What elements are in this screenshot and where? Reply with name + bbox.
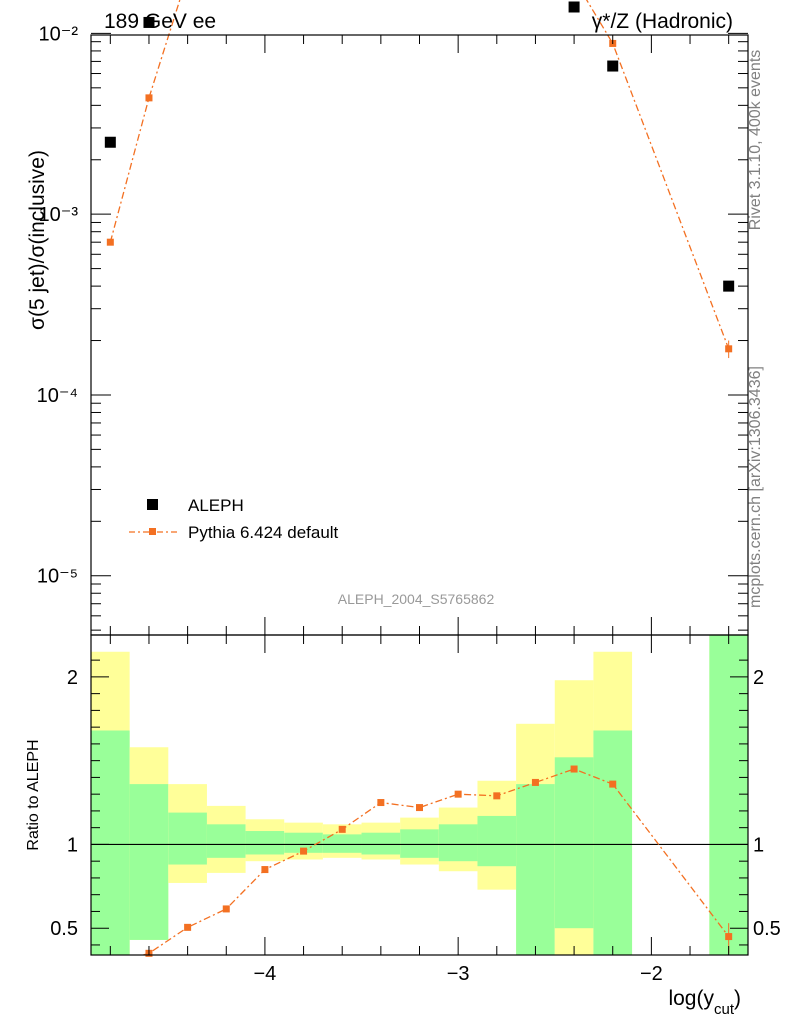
mc-point xyxy=(145,94,153,102)
main-frame xyxy=(90,34,749,636)
x-axis-title: log(ycut) xyxy=(668,987,741,1018)
legend-mc-label: Pythia 6.424 default xyxy=(188,523,339,542)
data-point xyxy=(104,136,116,148)
data-point xyxy=(607,60,619,72)
ratio-band-inner xyxy=(516,784,555,955)
ratio-band-inner xyxy=(206,824,246,858)
header-left: 189 GeV ee xyxy=(104,10,216,33)
legend-data-marker xyxy=(147,499,158,510)
legend-mc-marker xyxy=(149,528,156,535)
mc-point xyxy=(106,238,114,246)
ratio-y-tick-label-right: 2 xyxy=(753,667,764,689)
ratio-point xyxy=(531,778,539,786)
ratio-y-axis-title: Ratio to ALEPH xyxy=(25,739,42,850)
ratio-y-tick-label: 1 xyxy=(67,834,78,856)
ratio-frame xyxy=(90,634,749,956)
ratio-uncertainty-bands xyxy=(91,635,748,955)
legend-data-label: ALEPH xyxy=(188,496,244,515)
ratio-point xyxy=(338,825,346,833)
ratio-band-inner xyxy=(129,784,169,940)
ratio-point xyxy=(184,923,192,931)
main-y-tick-label: 10⁻³ xyxy=(39,204,79,226)
ratio-point xyxy=(570,765,578,773)
ratio-point xyxy=(377,799,385,807)
x-tick-label: −3 xyxy=(447,963,470,985)
mc-series-line xyxy=(109,0,730,350)
ratio-band-inner xyxy=(438,824,478,862)
ratio-point xyxy=(222,905,230,913)
analysis-id: ALEPH_2004_S5765862 xyxy=(338,591,495,607)
ratio-band-inner xyxy=(554,757,594,929)
main-y-tick-label: 10⁻⁵ xyxy=(37,566,78,588)
main-y-tick-label: 10⁻⁴ xyxy=(37,385,78,407)
ratio-band-inner xyxy=(168,812,207,865)
mcplots-label: mcplots.cern.ch [arXiv:1306.3436] xyxy=(747,366,764,608)
ratio-point xyxy=(416,804,423,812)
data-point xyxy=(568,1,580,13)
ratio-point xyxy=(493,792,501,800)
ratio-y-tick-label-right: 0.5 xyxy=(753,918,781,940)
ratio-y-tick-label: 0.5 xyxy=(50,918,78,940)
ratio-point xyxy=(261,866,269,874)
ratio-band-inner xyxy=(284,832,323,853)
ratio-point xyxy=(300,847,308,855)
ratio-band-inner xyxy=(477,815,517,867)
ratio-band-inner xyxy=(322,834,362,853)
ratio-band-inner xyxy=(361,832,401,855)
data-point xyxy=(143,16,155,28)
rivet-label: Rivet 3.1.10, 400k events xyxy=(747,50,764,231)
ratio-point xyxy=(609,780,617,788)
data-point xyxy=(723,280,735,292)
ratio-y-tick-label: 2 xyxy=(67,667,78,689)
ratio-band-inner xyxy=(400,829,439,858)
ratio-point xyxy=(454,790,462,798)
ratio-y-tick-label-right: 1 xyxy=(753,834,764,856)
header-right: γ*/Z (Hadronic) xyxy=(592,10,733,33)
main-y-axis-title: σ(5 jet)/σ(inclusive) xyxy=(26,150,49,330)
ratio-band-inner xyxy=(91,730,130,955)
ratio-band-inner xyxy=(709,635,748,955)
x-tick-label: −4 xyxy=(254,963,277,985)
ratio-band-inner xyxy=(593,730,633,955)
mc-line-group xyxy=(109,0,730,350)
main-y-tick-label: 10⁻² xyxy=(39,23,79,45)
ratio-band-inner xyxy=(245,831,285,855)
x-tick-label: −2 xyxy=(640,963,663,985)
